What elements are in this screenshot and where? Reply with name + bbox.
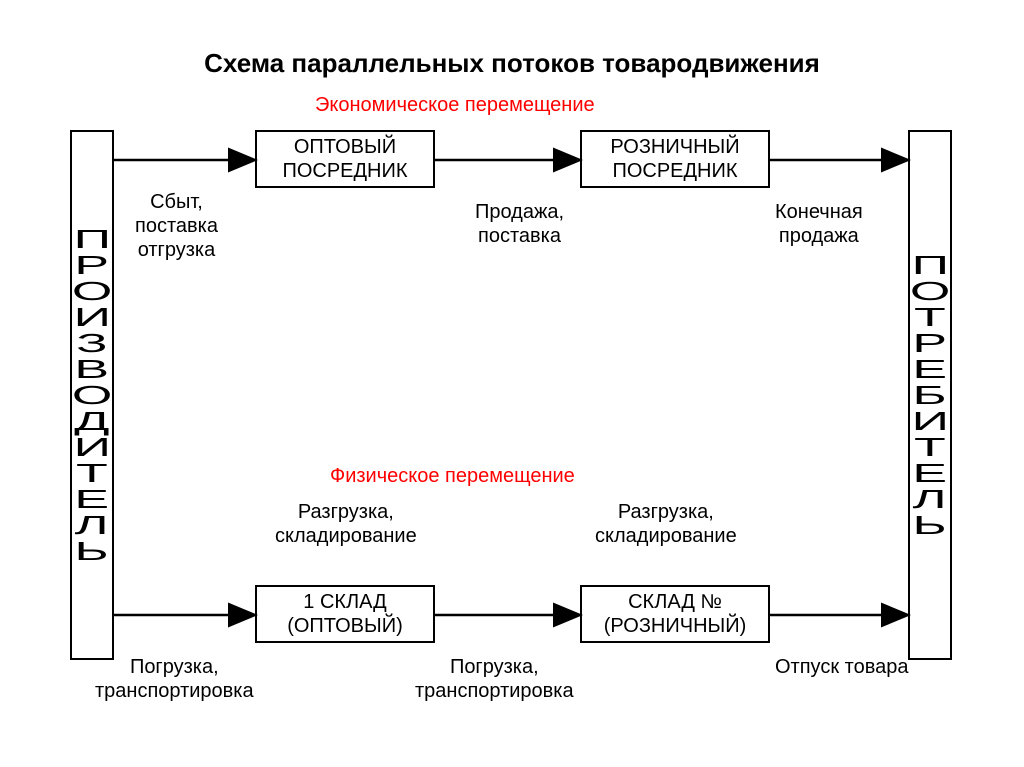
- label-econ-1: Сбыт,поставкаотгрузка: [135, 190, 218, 262]
- subtitle-economic: Экономическое перемещение: [315, 94, 595, 117]
- label-econ-3: Конечнаяпродажа: [775, 200, 863, 248]
- node-consumer: ПОТРЕБИТЕЛЬ: [908, 130, 952, 660]
- label-phys-above-2: Разгрузка,складирование: [595, 500, 737, 548]
- label-econ-2: Продажа,поставка: [475, 200, 564, 248]
- node-warehouse-1: 1 СКЛАД(ОПТОВЫЙ): [255, 585, 435, 643]
- node-warehouse-n: СКЛАД №(РОЗНИЧНЫЙ): [580, 585, 770, 643]
- label-phys-below-1: Погрузка,транспортировка: [95, 655, 254, 703]
- node-producer: ПРОИЗВОДИТЕЛЬ: [70, 130, 114, 660]
- diagram-title: Схема параллельных потоков товародвижени…: [0, 48, 1024, 79]
- node-wholesale-agent: ОПТОВЫЙПОСРЕДНИК: [255, 130, 435, 188]
- subtitle-physical: Физическое перемещение: [330, 465, 575, 488]
- node-retail-agent: РОЗНИЧНЫЙПОСРЕДНИК: [580, 130, 770, 188]
- label-phys-above-1: Разгрузка,складирование: [275, 500, 417, 548]
- label-phys-below-2: Погрузка,транспортировка: [415, 655, 574, 703]
- label-phys-below-3: Отпуск товара: [775, 655, 908, 679]
